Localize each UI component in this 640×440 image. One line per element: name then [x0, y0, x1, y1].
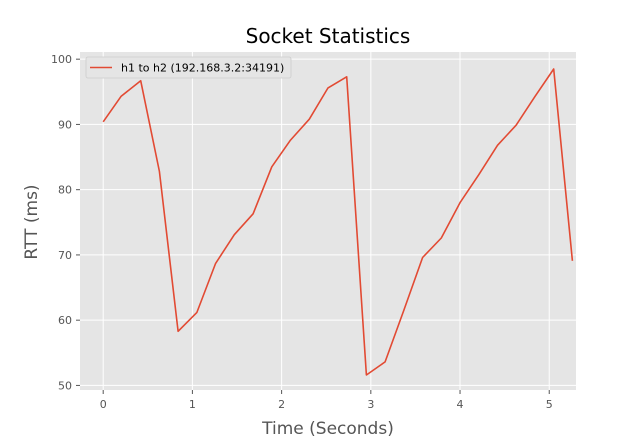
y-tick-label: 70	[58, 249, 72, 262]
x-axis: 0 1 2 3 4 5	[100, 390, 553, 411]
x-tick-label: 1	[189, 398, 196, 411]
y-tick-label: 60	[58, 314, 72, 327]
y-tick-label: 50	[58, 379, 72, 392]
y-axis-label: RTT (ms)	[22, 184, 42, 259]
legend-box	[85, 56, 292, 79]
series-group	[102, 68, 574, 376]
y-tick-label: 80	[58, 184, 72, 197]
y-axis: 50 60 70 80 90 100	[51, 53, 80, 392]
x-axis-label: Time (Seconds)	[261, 419, 394, 439]
x-tick-label: 2	[278, 398, 285, 411]
y-tick-label: 100	[51, 53, 72, 66]
series-line	[102, 68, 574, 376]
legend: h1 to h2 (192.168.3.2:34191)	[85, 56, 292, 79]
x-tick-label: 4	[457, 398, 464, 411]
x-tick-label: 5	[546, 398, 553, 411]
x-tick-label: 0	[100, 398, 107, 411]
chart-title: Socket Statistics	[246, 24, 411, 48]
x-tick-label: 3	[367, 398, 374, 411]
legend-label: h1 to h2 (192.168.3.2:34191)	[121, 62, 284, 75]
y-tick-label: 90	[58, 118, 72, 131]
plot-area	[80, 52, 576, 390]
